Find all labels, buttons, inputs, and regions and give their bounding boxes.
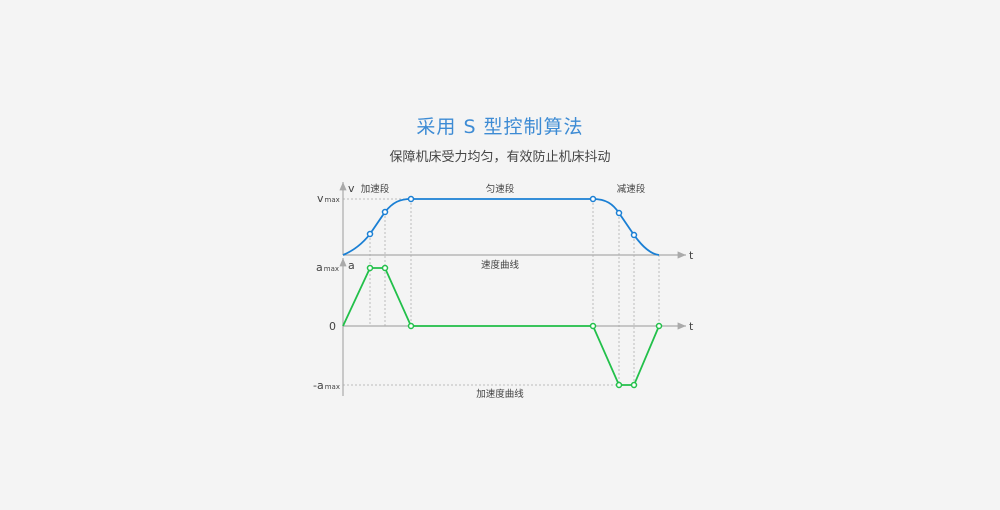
velocity-point — [381, 208, 389, 216]
a-axis-label: a — [348, 259, 355, 272]
velocity-point — [407, 195, 415, 203]
velocity-point — [366, 230, 374, 238]
velocity-curve — [342, 198, 660, 256]
velocity-point — [589, 195, 597, 203]
acceleration-point — [407, 322, 415, 330]
t-label-velocity: t — [689, 249, 694, 262]
neg-amax-label: -amax — [313, 379, 340, 392]
phase-decel-label: 减速段 — [617, 183, 646, 195]
phase-accel-label: 加速段 — [361, 183, 390, 195]
velocity-points — [366, 195, 638, 239]
velocity-caption: 速度曲线 — [481, 259, 520, 271]
v-axis-label: v — [348, 182, 355, 195]
acceleration-point — [366, 264, 374, 272]
acceleration-point — [615, 381, 623, 389]
velocity-point — [615, 209, 623, 217]
acceleration-point — [589, 322, 597, 330]
page-subtitle: 保障机床受力均匀，有效防止机床抖动 — [389, 150, 611, 165]
acceleration-point — [381, 264, 389, 272]
acceleration-caption: 加速度曲线 — [476, 388, 524, 400]
acceleration-point — [630, 381, 638, 389]
phase-uniform-label: 匀速段 — [486, 183, 515, 195]
vmax-label: vmax — [317, 192, 340, 205]
acceleration-point — [655, 322, 663, 330]
t-label-acceleration: t — [689, 320, 694, 333]
page-title: 采用 S 型控制算法 — [416, 116, 584, 138]
guide-lines — [343, 198, 660, 386]
zero-label: 0 — [329, 320, 336, 333]
velocity-point — [630, 231, 638, 239]
amax-label: amax — [316, 261, 339, 274]
acceleration-points — [366, 264, 663, 389]
